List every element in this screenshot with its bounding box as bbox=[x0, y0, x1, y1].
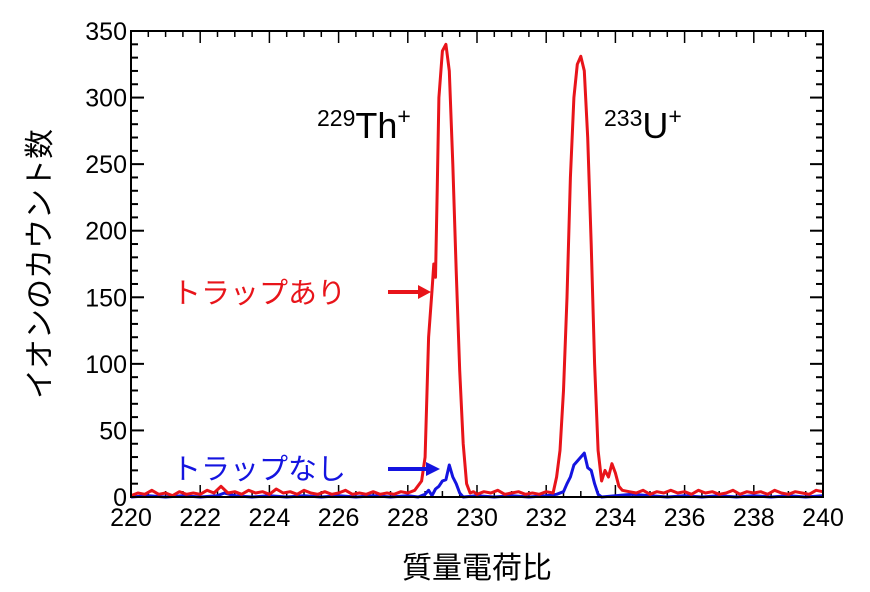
y-tick-label: 50 bbox=[99, 417, 127, 445]
x-tick-label: 224 bbox=[249, 504, 291, 532]
x-tick-labels: 220 222 224 226 228 230 232 234 236 238 240 bbox=[110, 504, 844, 532]
y-tick-label: 300 bbox=[85, 85, 127, 113]
x-tick-label: 232 bbox=[525, 504, 567, 532]
y-tick-label: 100 bbox=[85, 351, 127, 379]
legend-label-with-trap: トラップあり bbox=[172, 276, 346, 310]
x-tick-label: 236 bbox=[664, 504, 706, 532]
arrow-icon bbox=[388, 285, 431, 299]
data-series bbox=[130, 42, 824, 499]
series-line bbox=[130, 42, 824, 498]
x-tick-label: 228 bbox=[387, 504, 429, 532]
x-tick-label: 220 bbox=[110, 504, 152, 532]
y-tick-label: 350 bbox=[85, 18, 127, 46]
y-tick-label: 150 bbox=[85, 284, 127, 312]
annotation-th229: 229Th+ bbox=[317, 103, 411, 146]
arrow-icon bbox=[388, 462, 440, 476]
x-axis-title: 質量電荷比 bbox=[402, 551, 552, 586]
y-tick-label: 250 bbox=[85, 151, 127, 179]
x-tick-label: 238 bbox=[733, 504, 775, 532]
y-axis-title: イオンのカウント数 bbox=[23, 129, 58, 399]
y-tick-label: 200 bbox=[85, 218, 127, 246]
plot-frame bbox=[130, 30, 824, 498]
x-tick-label: 230 bbox=[456, 504, 498, 532]
x-tick-label: 226 bbox=[318, 504, 360, 532]
x-tick-label: 222 bbox=[179, 504, 221, 532]
x-tick-label: 234 bbox=[595, 504, 637, 532]
y-tick-labels: 0 50 100 150 200 250 300 350 bbox=[85, 18, 127, 512]
x-tick-label: 240 bbox=[802, 504, 844, 532]
axis-ticks bbox=[130, 30, 824, 498]
y-tick-label: 0 bbox=[113, 484, 127, 512]
legend-label-without-trap: トラップなし bbox=[172, 452, 346, 486]
annotation-u233: 233U+ bbox=[604, 103, 682, 146]
